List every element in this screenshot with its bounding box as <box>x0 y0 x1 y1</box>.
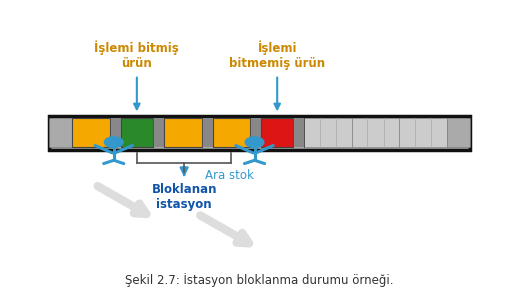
Bar <box>399 118 447 147</box>
Bar <box>72 118 110 147</box>
Bar <box>49 116 470 150</box>
Bar <box>352 118 399 147</box>
Text: Ara stok: Ara stok <box>204 170 254 182</box>
Text: İşlemi bitmiş
ürün: İşlemi bitmiş ürün <box>94 41 179 70</box>
Bar <box>212 118 250 147</box>
Bar <box>153 118 163 147</box>
Circle shape <box>104 137 123 148</box>
Bar <box>121 118 153 147</box>
Bar <box>262 118 293 147</box>
Bar <box>163 118 201 147</box>
Text: İşlemi
bitmemiş ürün: İşlemi bitmemiş ürün <box>229 41 325 70</box>
Bar <box>293 118 304 147</box>
Bar <box>110 118 121 147</box>
Bar <box>49 118 72 147</box>
Bar <box>447 118 470 147</box>
Circle shape <box>245 137 264 148</box>
Bar <box>250 118 262 147</box>
Text: Şekil 2.7: İstasyon bloklanma durumu örneği.: Şekil 2.7: İstasyon bloklanma durumu örn… <box>125 274 394 287</box>
Text: Bloklanan
istasyon: Bloklanan istasyon <box>152 183 217 211</box>
Bar <box>304 118 352 147</box>
Bar <box>201 118 212 147</box>
